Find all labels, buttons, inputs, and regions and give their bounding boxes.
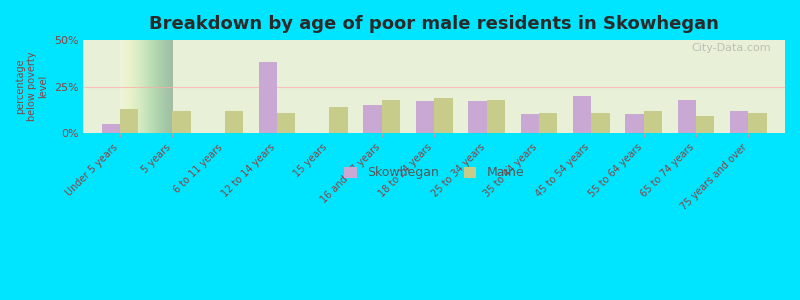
Legend: Skowhegan, Maine: Skowhegan, Maine — [339, 161, 529, 184]
Title: Breakdown by age of poor male residents in Skowhegan: Breakdown by age of poor male residents … — [150, 15, 719, 33]
Bar — [363, 105, 382, 133]
Bar — [678, 100, 696, 133]
Bar — [573, 96, 591, 133]
Bar — [382, 100, 400, 133]
Bar — [748, 112, 766, 133]
Bar — [416, 101, 434, 133]
Bar — [172, 111, 190, 133]
Y-axis label: percentage
below poverty
level: percentage below poverty level — [15, 52, 48, 121]
Text: City-Data.com: City-Data.com — [691, 43, 771, 53]
Bar — [644, 111, 662, 133]
Bar — [591, 112, 610, 133]
Bar — [225, 111, 243, 133]
Bar — [521, 114, 539, 133]
Bar — [486, 100, 505, 133]
Bar — [102, 124, 120, 133]
Bar — [330, 107, 348, 133]
Bar — [434, 98, 453, 133]
Bar — [258, 62, 277, 133]
Bar — [120, 109, 138, 133]
Bar — [696, 116, 714, 133]
Bar — [539, 112, 558, 133]
Bar — [468, 101, 486, 133]
Bar — [730, 111, 748, 133]
Bar — [626, 114, 644, 133]
Bar — [277, 112, 295, 133]
